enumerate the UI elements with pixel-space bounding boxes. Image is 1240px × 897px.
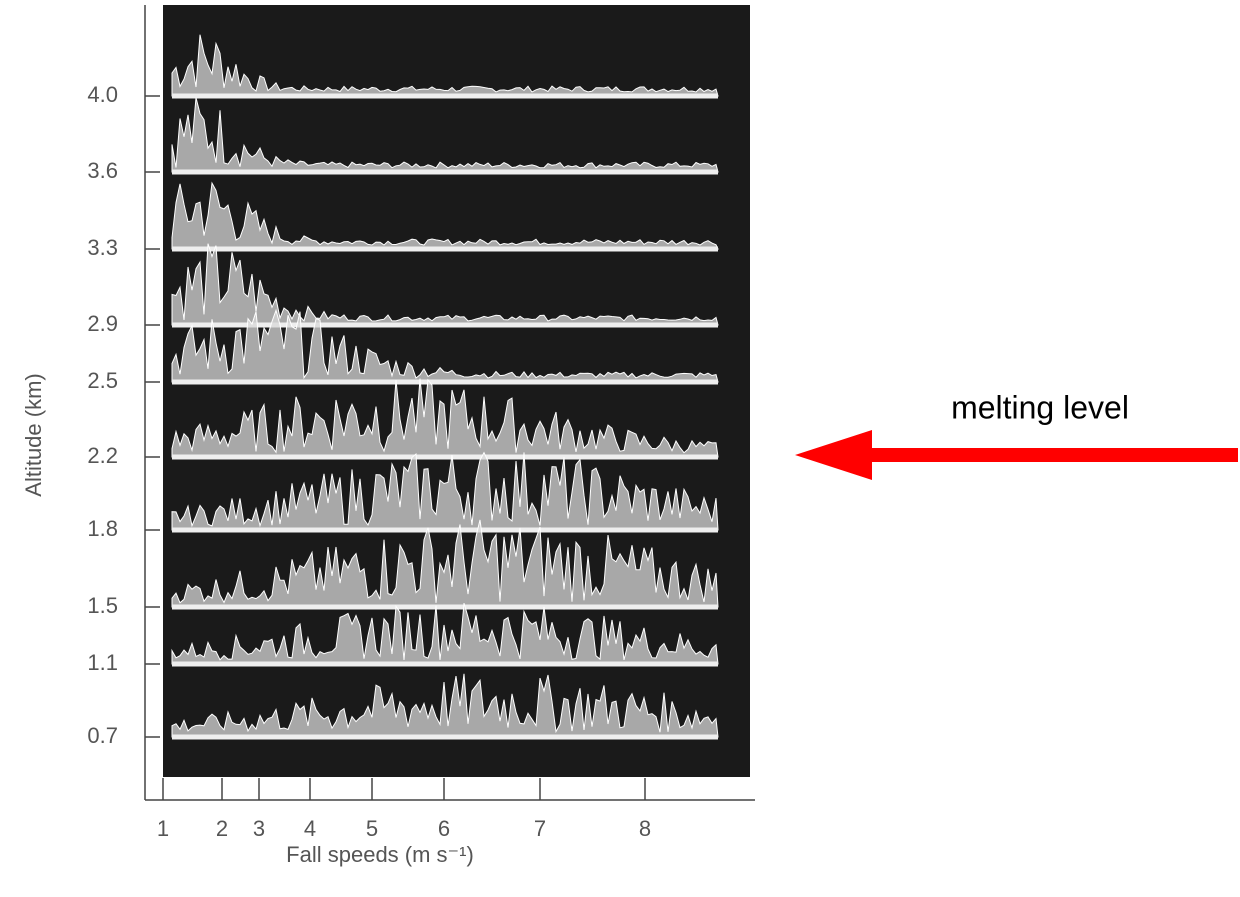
annotation: melting level [951,389,1129,425]
spectrum-trace [171,378,719,458]
x-tick-label: 3 [253,816,265,841]
y-axis-label: Altitude (km) [21,373,46,496]
spectrum-trace [171,97,719,173]
y-tick-label: 4.0 [87,82,118,107]
x-tick-label: 5 [366,816,378,841]
y-tick-label: 2.5 [87,368,118,393]
y-tick-label: 1.1 [87,650,118,675]
arrow-head [795,430,872,480]
spectrum-trace [171,519,719,608]
y-tick-label: 1.5 [87,593,118,618]
x-tick-label: 7 [534,816,546,841]
x-tick-label: 8 [639,816,651,841]
x-tick-label: 6 [438,816,450,841]
y-tick-label: 0.7 [87,723,118,748]
spectrum-trace [171,308,719,383]
y-tick-label: 1.8 [87,516,118,541]
x-tick-label: 2 [216,816,228,841]
spectrum-trace [171,243,719,326]
x-axis-label: Fall speeds (m s⁻¹) [286,842,474,867]
y-tick-label: 3.6 [87,158,118,183]
spectrum-trace [171,451,719,531]
y-tick-label: 3.3 [87,235,118,260]
y-tick-label: 2.2 [87,443,118,468]
x-tick-label: 4 [304,816,316,841]
spectrum-trace [171,181,719,250]
arrow [795,430,1238,480]
y-tick-label: 2.9 [87,311,118,336]
spectrum-trace [171,673,719,738]
spectrum-trace [171,602,719,665]
x-tick-label: 1 [157,816,169,841]
spectrum-trace [171,34,719,97]
